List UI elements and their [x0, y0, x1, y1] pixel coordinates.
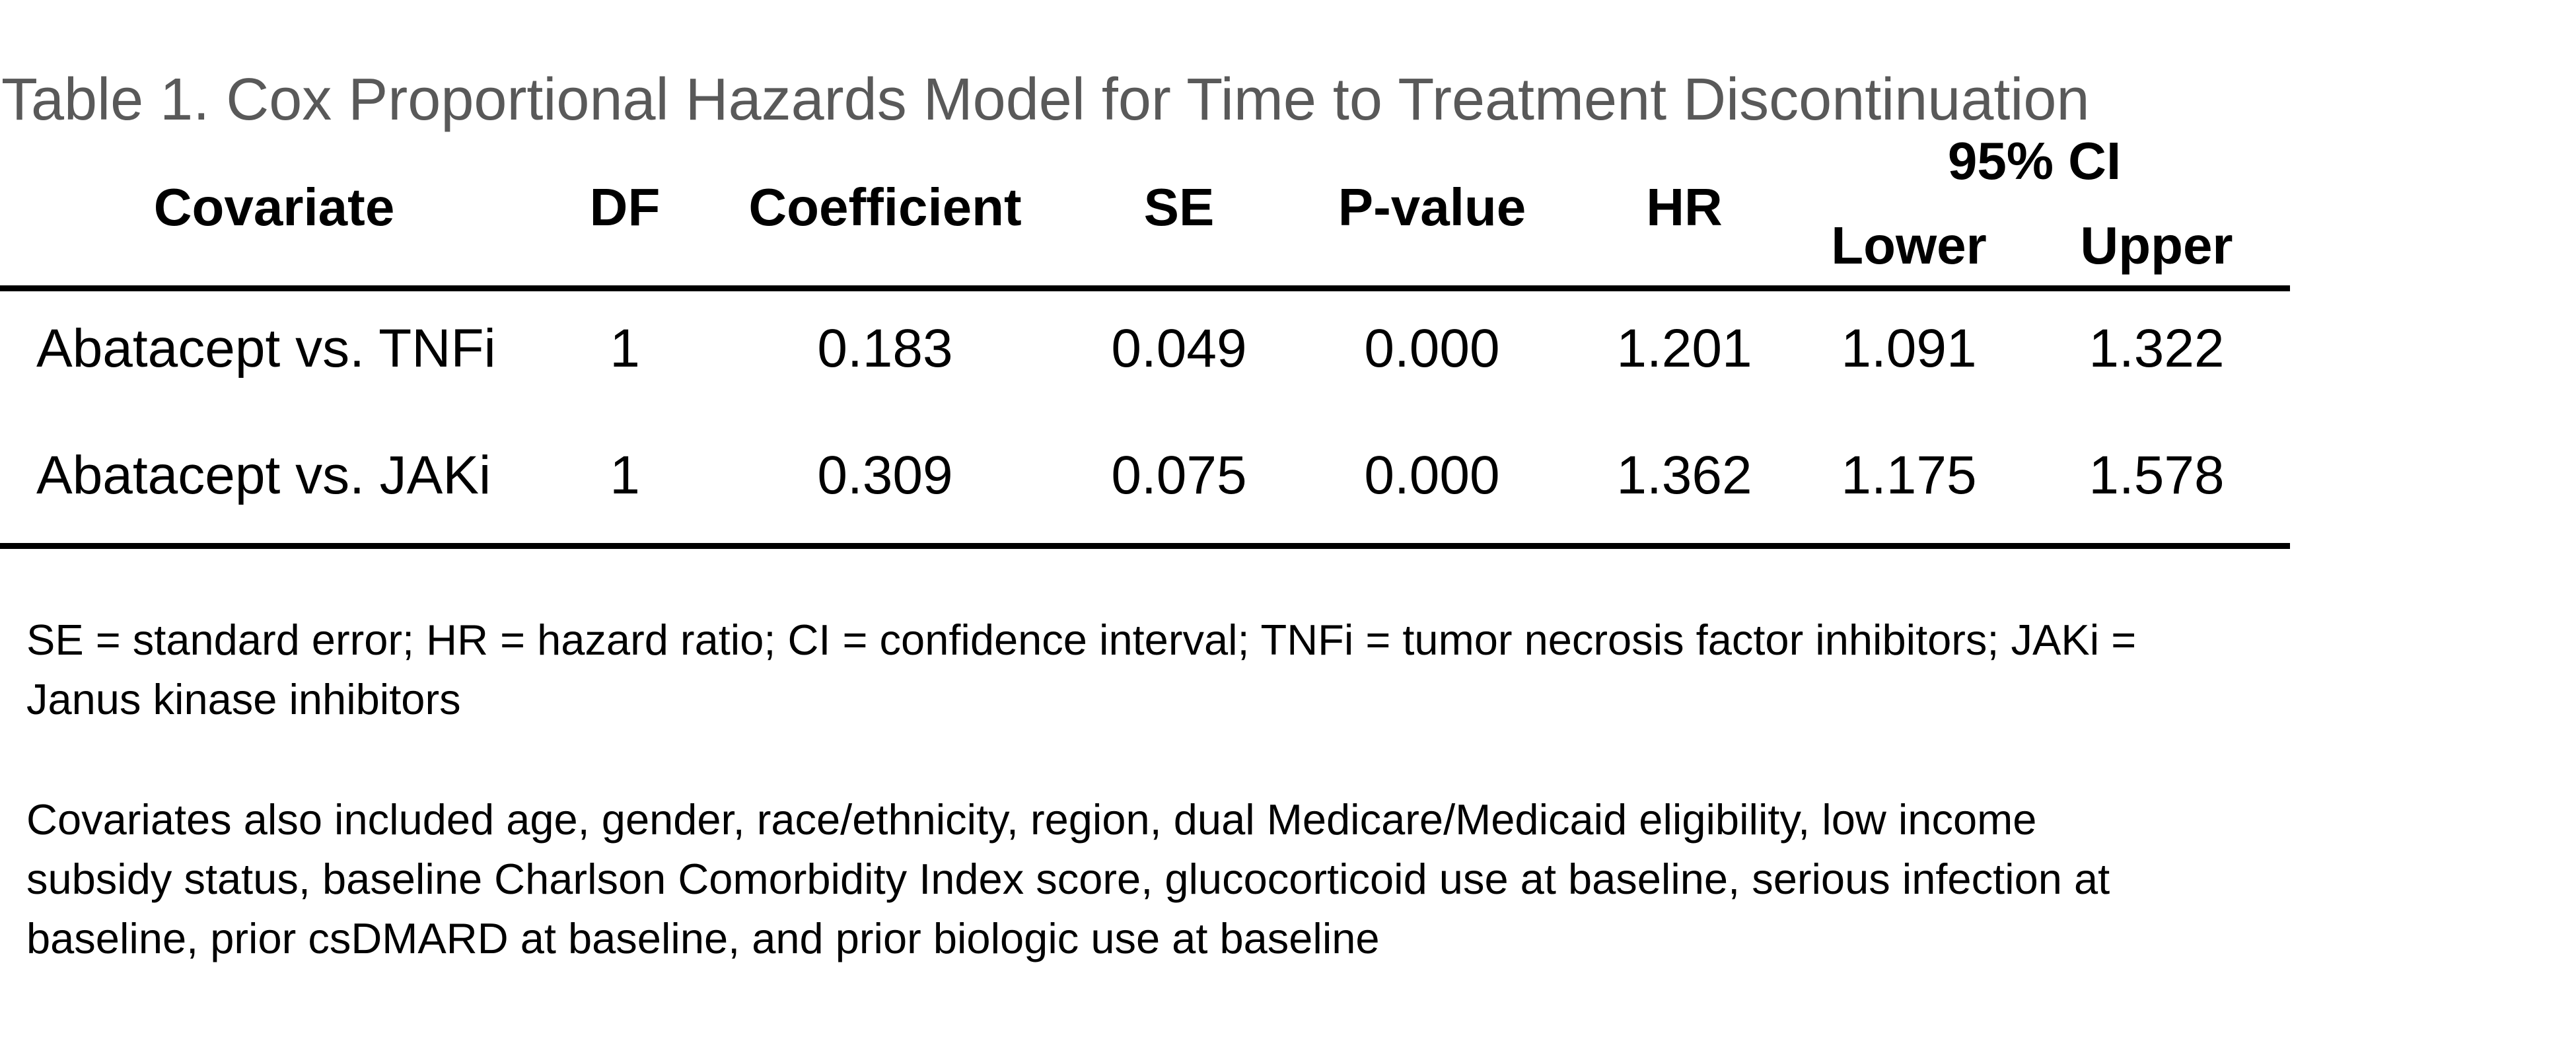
cell-p-value: 0.000	[1364, 445, 1500, 505]
column-header-ci-upper: Upper	[2080, 216, 2233, 275]
cell-ci-upper: 1.578	[2089, 445, 2225, 505]
cell-coefficient: 0.183	[817, 318, 953, 379]
cell-ci-lower: 1.175	[1841, 445, 1977, 505]
column-header-se: SE	[1143, 178, 1215, 236]
column-header-coefficient: Coefficient	[748, 178, 1022, 236]
page-title: Table 1. Cox Proportional Hazards Model …	[1, 67, 2090, 133]
footnote-line: Janus kinase inhibitors	[26, 675, 461, 723]
column-header-hr: HR	[1646, 178, 1723, 236]
table-top-rule	[0, 285, 2290, 291]
cell-hr: 1.201	[1616, 318, 1752, 379]
cell-coefficient: 0.309	[817, 445, 953, 505]
table-row: Abatacept vs. TNFi 1 0.183 0.049 0.000 1…	[0, 322, 2292, 388]
column-header-covariate: Covariate	[153, 178, 395, 236]
cell-se: 0.049	[1111, 318, 1247, 379]
column-header-p-value: P-value	[1338, 178, 1526, 236]
column-header-ci-group: 95% CI	[1947, 131, 2122, 190]
cell-ci-upper: 1.322	[2089, 318, 2225, 379]
cell-p-value: 0.000	[1364, 318, 1500, 379]
footnote-line: Covariates also included age, gender, ra…	[26, 795, 2037, 844]
table-row: Abatacept vs. JAKi 1 0.309 0.075 0.000 1…	[0, 449, 2292, 515]
cell-se: 0.075	[1111, 445, 1247, 505]
cell-df: 1	[610, 318, 640, 379]
cell-df: 1	[610, 445, 640, 505]
cell-covariate: Abatacept vs. JAKi	[36, 445, 491, 505]
table-bottom-rule	[0, 543, 2290, 549]
cell-hr: 1.362	[1616, 445, 1752, 505]
footnote-line: SE = standard error; HR = hazard ratio; …	[26, 616, 2137, 664]
cell-ci-lower: 1.091	[1841, 318, 1977, 379]
cell-covariate: Abatacept vs. TNFi	[36, 318, 496, 379]
footnote-line: baseline, prior csDMARD at baseline, and…	[26, 914, 1380, 962]
column-header-ci-lower: Lower	[1831, 216, 1987, 275]
footnote-line: subsidy status, baseline Charlson Comorb…	[26, 855, 2110, 903]
column-header-df: DF	[589, 178, 661, 236]
